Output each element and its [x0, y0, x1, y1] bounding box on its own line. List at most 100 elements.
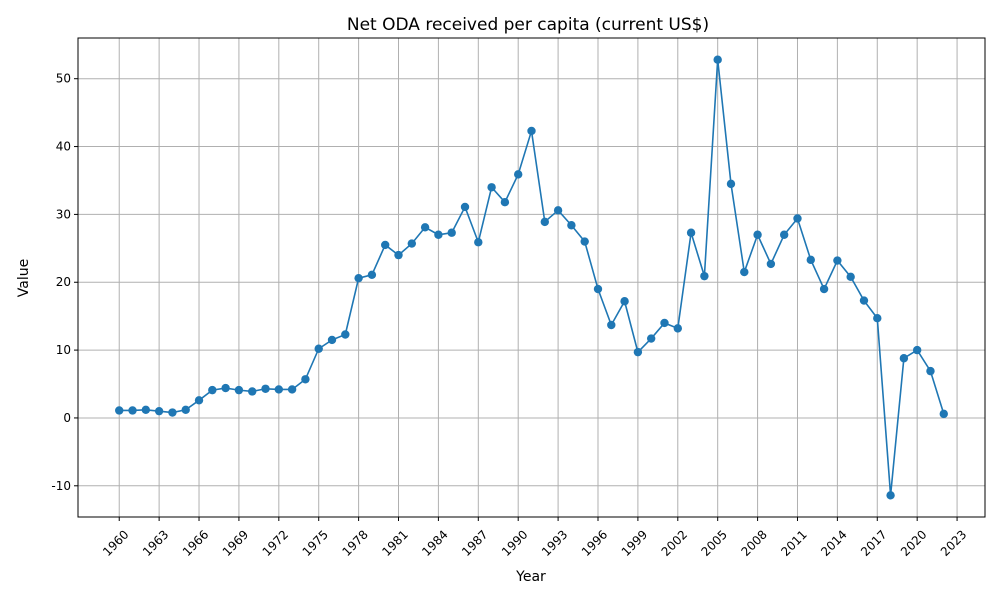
- y-tick-label: 10: [56, 343, 71, 357]
- x-tick-label: 1999: [619, 527, 650, 558]
- y-tick-label: 0: [63, 411, 71, 425]
- data-point: [434, 230, 443, 239]
- data-point: [168, 408, 177, 417]
- data-point: [314, 344, 323, 353]
- data-point: [447, 228, 456, 237]
- data-point: [221, 383, 230, 393]
- x-tick-label: 2020: [898, 527, 929, 558]
- data-point: [460, 202, 470, 212]
- series-layer: [115, 55, 948, 500]
- data-point: [341, 330, 350, 339]
- data-point: [128, 406, 137, 415]
- x-tick-label: 2002: [659, 527, 690, 558]
- data-point: [753, 230, 762, 239]
- data-point: [912, 345, 922, 355]
- x-tick-label: 1996: [579, 527, 610, 558]
- data-point: [194, 396, 204, 405]
- data-point: [327, 335, 337, 345]
- x-tick-label: 1975: [300, 527, 331, 558]
- data-point: [500, 197, 510, 207]
- y-axis-label: Value: [16, 259, 32, 297]
- data-point: [287, 385, 297, 394]
- data-point: [580, 237, 589, 246]
- data-point: [700, 271, 709, 281]
- x-tick-label: 1960: [100, 527, 131, 558]
- data-point: [646, 334, 656, 343]
- data-point: [899, 354, 909, 363]
- data-point: [939, 409, 948, 419]
- x-tick-label: 2008: [738, 527, 769, 558]
- y-tick-label: -10: [51, 479, 71, 493]
- data-point: [819, 284, 829, 294]
- data-point: [806, 255, 815, 265]
- x-tick-label: 2014: [818, 527, 849, 558]
- y-tick-label: 40: [56, 140, 71, 154]
- grid-layer: [78, 38, 985, 517]
- x-tick-label: 1966: [180, 527, 211, 558]
- data-point: [660, 318, 669, 328]
- x-tick-label: 2005: [699, 527, 730, 558]
- data-point: [474, 238, 483, 247]
- data-point: [261, 384, 270, 393]
- data-point: [873, 314, 882, 323]
- data-point: [833, 256, 842, 265]
- y-tick-label: 20: [56, 275, 71, 289]
- data-point: [208, 385, 217, 395]
- x-tick-label: 1990: [499, 527, 530, 558]
- data-point: [487, 183, 496, 192]
- tick-layer: 1960 1963 1966 1969 1972 1975 1978 1981 1984 1987…: [51, 72, 969, 559]
- data-point: [234, 385, 244, 395]
- x-tick-label: 1987: [459, 527, 490, 558]
- data-point: [274, 385, 284, 394]
- data-point: [886, 491, 895, 500]
- x-tick-label: 1981: [379, 527, 410, 558]
- x-tick-label: 1993: [539, 527, 570, 558]
- data-point: [859, 296, 869, 305]
- x-tick-label: 2017: [858, 527, 889, 558]
- x-tick-label: 2023: [938, 527, 969, 558]
- data-point: [527, 126, 536, 136]
- data-point: [301, 375, 310, 384]
- data-point: [381, 240, 390, 250]
- data-point: [713, 55, 722, 64]
- y-tick-label: 30: [56, 207, 71, 221]
- chart-title: Net ODA received per capita (current US$…: [347, 15, 709, 35]
- x-tick-label: 1969: [220, 527, 251, 558]
- data-point: [154, 406, 164, 416]
- data-point: [514, 170, 523, 179]
- data-point: [620, 297, 629, 306]
- data-point: [926, 366, 935, 376]
- data-point: [633, 347, 643, 357]
- data-point: [779, 230, 789, 239]
- data-point: [141, 405, 151, 415]
- data-point: [354, 273, 363, 283]
- data-point: [846, 272, 855, 282]
- data-point: [553, 206, 563, 215]
- data-point: [607, 320, 616, 330]
- x-tick-label: 1984: [419, 527, 450, 558]
- data-point: [567, 221, 576, 230]
- series-line: [119, 59, 945, 496]
- data-point: [420, 223, 430, 232]
- x-tick-label: 1963: [140, 527, 171, 558]
- data-point: [726, 179, 736, 189]
- data-point: [673, 324, 682, 333]
- data-point: [248, 387, 257, 396]
- x-tick-label: 1972: [260, 527, 291, 558]
- data-point: [115, 406, 124, 415]
- data-point: [540, 217, 549, 227]
- data-point: [686, 228, 696, 237]
- data-point: [766, 259, 776, 269]
- data-point: [740, 267, 749, 277]
- data-point: [394, 250, 403, 260]
- data-point: [181, 405, 190, 415]
- data-point: [407, 239, 417, 248]
- y-tick-label: 50: [56, 72, 71, 86]
- data-point: [367, 270, 377, 279]
- x-tick-label: 2011: [778, 527, 809, 558]
- x-axis-label: Year: [515, 569, 546, 585]
- plot-frame: [77, 37, 986, 518]
- data-point: [793, 214, 802, 223]
